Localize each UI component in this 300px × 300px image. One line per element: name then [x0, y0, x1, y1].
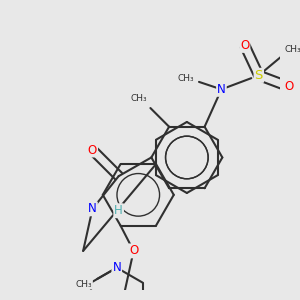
- Text: CH₃: CH₃: [76, 280, 92, 289]
- Text: O: O: [88, 143, 97, 157]
- Text: H: H: [114, 204, 123, 217]
- Text: N: N: [88, 202, 97, 215]
- Text: O: O: [284, 80, 293, 93]
- Text: O: O: [129, 244, 138, 257]
- Text: O: O: [240, 39, 249, 52]
- Text: CH₃: CH₃: [285, 45, 300, 54]
- Text: N: N: [112, 261, 121, 274]
- Text: N: N: [217, 83, 226, 96]
- Text: S: S: [255, 69, 263, 82]
- Text: CH₃: CH₃: [178, 74, 194, 82]
- Text: CH₃: CH₃: [131, 94, 148, 103]
